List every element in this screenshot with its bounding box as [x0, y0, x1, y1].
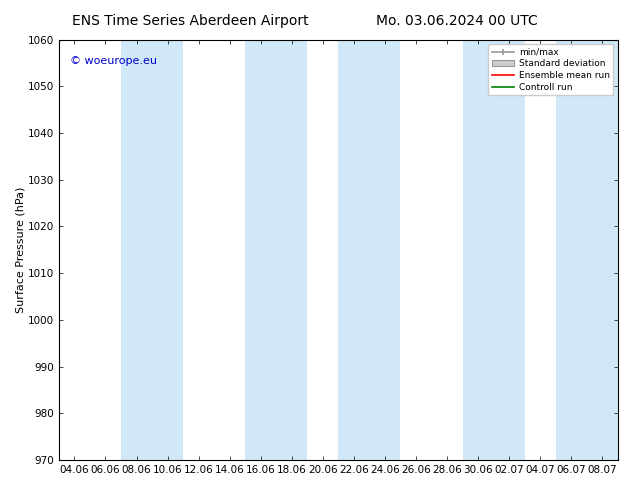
Text: © woeurope.eu: © woeurope.eu [70, 56, 157, 67]
Bar [556, 40, 618, 460]
Legend: min/max, Standard deviation, Ensemble mean run, Controll run: min/max, Standard deviation, Ensemble me… [488, 44, 613, 96]
Bar [121, 40, 183, 460]
Bar [463, 40, 525, 460]
Text: ENS Time Series Aberdeen Airport: ENS Time Series Aberdeen Airport [72, 14, 309, 28]
Y-axis label: Surface Pressure (hPa): Surface Pressure (hPa) [15, 187, 25, 313]
Bar [245, 40, 307, 460]
Bar [339, 40, 401, 460]
Text: Mo. 03.06.2024 00 UTC: Mo. 03.06.2024 00 UTC [375, 14, 538, 28]
